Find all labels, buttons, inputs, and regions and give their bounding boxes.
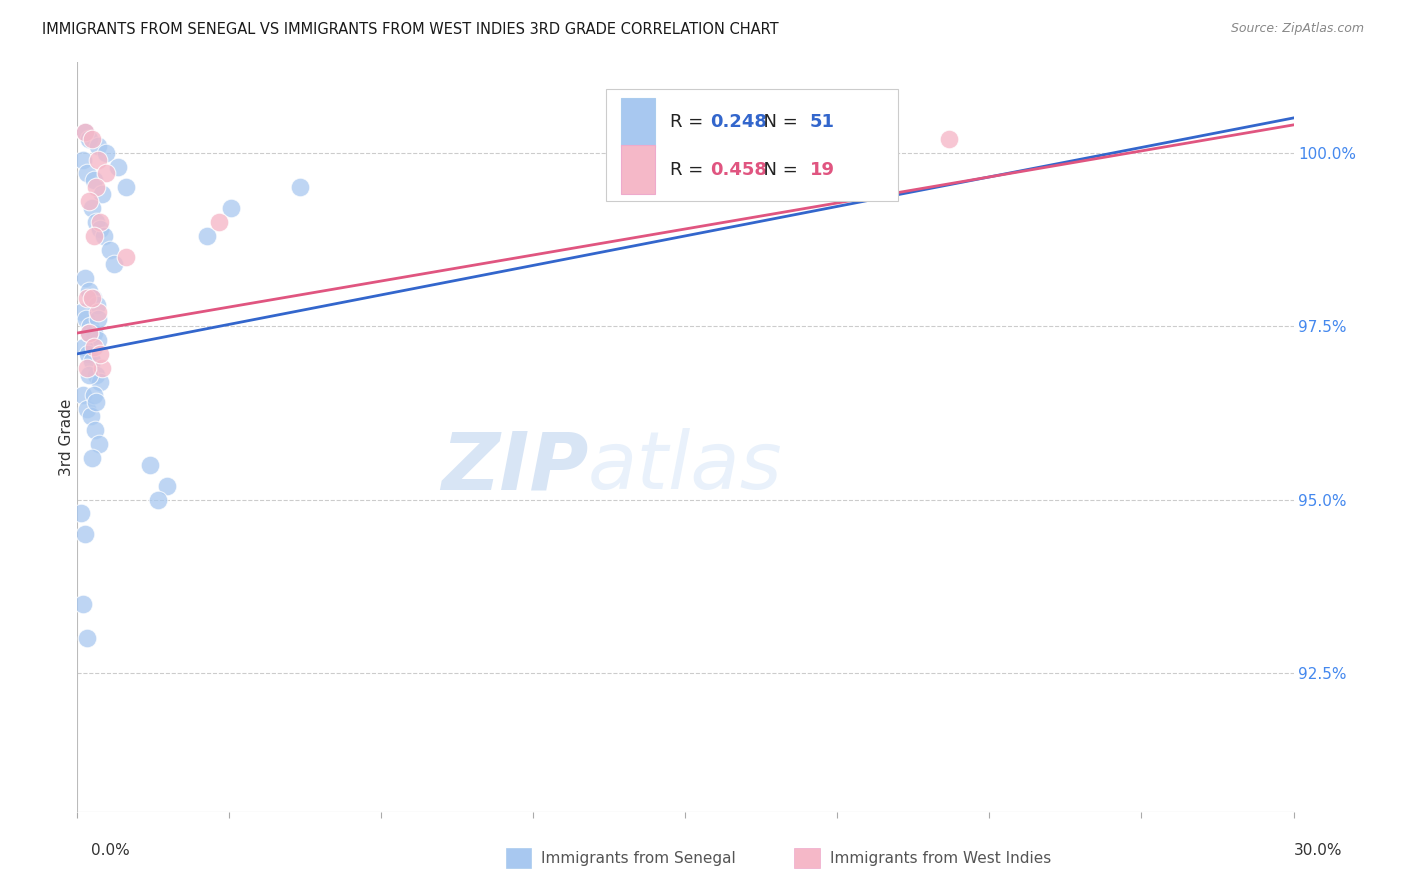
- Point: [139, 458, 162, 472]
- Point: [148, 492, 170, 507]
- Point: [84, 368, 107, 382]
- Point: [84, 395, 107, 409]
- Point: [221, 201, 243, 215]
- Point: [75, 125, 97, 139]
- Text: IMMIGRANTS FROM SENEGAL VS IMMIGRANTS FROM WEST INDIES 3RD GRADE CORRELATION CHA: IMMIGRANTS FROM SENEGAL VS IMMIGRANTS FR…: [42, 22, 779, 37]
- FancyBboxPatch shape: [621, 145, 655, 194]
- Point: [70, 507, 93, 521]
- Text: R =: R =: [669, 113, 709, 131]
- Point: [938, 132, 960, 146]
- Point: [79, 132, 101, 146]
- Point: [73, 270, 96, 285]
- Text: N =: N =: [752, 161, 804, 178]
- Point: [89, 375, 111, 389]
- Point: [79, 319, 101, 334]
- Point: [79, 326, 101, 340]
- Point: [195, 228, 218, 243]
- Point: [80, 450, 103, 465]
- Point: [75, 125, 97, 139]
- Point: [75, 312, 97, 326]
- Point: [90, 360, 112, 375]
- Point: [83, 388, 105, 402]
- Point: [72, 153, 94, 167]
- Point: [86, 305, 108, 319]
- Point: [79, 368, 101, 382]
- Text: 0.0%: 0.0%: [91, 843, 131, 858]
- Point: [76, 347, 98, 361]
- Text: Source: ZipAtlas.com: Source: ZipAtlas.com: [1230, 22, 1364, 36]
- Point: [79, 194, 101, 209]
- Point: [89, 347, 111, 361]
- Point: [83, 326, 105, 340]
- FancyBboxPatch shape: [606, 88, 898, 201]
- Text: Immigrants from West Indies: Immigrants from West Indies: [830, 851, 1050, 865]
- Y-axis label: 3rd Grade: 3rd Grade: [59, 399, 73, 475]
- Point: [115, 180, 138, 194]
- Point: [75, 527, 97, 541]
- Point: [83, 173, 105, 187]
- Point: [208, 215, 231, 229]
- Point: [115, 250, 138, 264]
- Point: [90, 187, 112, 202]
- Point: [83, 340, 105, 354]
- Point: [89, 437, 111, 451]
- Point: [80, 201, 103, 215]
- Point: [89, 215, 111, 229]
- Point: [86, 153, 108, 167]
- Point: [80, 409, 103, 424]
- Point: [290, 180, 312, 194]
- Text: 19: 19: [810, 161, 835, 178]
- Text: N =: N =: [752, 113, 804, 131]
- Point: [76, 166, 98, 180]
- Text: 30.0%: 30.0%: [1295, 843, 1343, 858]
- Text: atlas: atlas: [588, 428, 783, 506]
- FancyBboxPatch shape: [621, 98, 655, 147]
- Text: 0.248: 0.248: [710, 113, 766, 131]
- Point: [84, 180, 107, 194]
- Text: ZIP: ZIP: [440, 428, 588, 506]
- Point: [72, 388, 94, 402]
- Point: [76, 291, 98, 305]
- Point: [98, 243, 121, 257]
- Text: Immigrants from Senegal: Immigrants from Senegal: [541, 851, 737, 865]
- Point: [72, 597, 94, 611]
- Text: R =: R =: [669, 161, 709, 178]
- Point: [107, 160, 129, 174]
- Point: [86, 298, 108, 312]
- Point: [103, 257, 125, 271]
- Point: [155, 478, 177, 492]
- Point: [77, 285, 100, 299]
- Point: [76, 632, 98, 646]
- Point: [83, 228, 105, 243]
- Point: [73, 340, 96, 354]
- Point: [80, 353, 103, 368]
- Point: [94, 166, 117, 180]
- Point: [89, 222, 111, 236]
- Point: [82, 291, 104, 305]
- Point: [93, 228, 115, 243]
- Point: [76, 360, 98, 375]
- Point: [76, 402, 98, 417]
- Point: [80, 291, 103, 305]
- Text: 0.458: 0.458: [710, 161, 766, 178]
- Point: [80, 132, 103, 146]
- Point: [87, 333, 110, 347]
- Point: [84, 423, 107, 437]
- Point: [84, 215, 107, 229]
- Text: 51: 51: [810, 113, 835, 131]
- Point: [86, 138, 108, 153]
- Point: [94, 145, 117, 160]
- Point: [86, 312, 108, 326]
- Point: [70, 305, 93, 319]
- Point: [79, 326, 101, 340]
